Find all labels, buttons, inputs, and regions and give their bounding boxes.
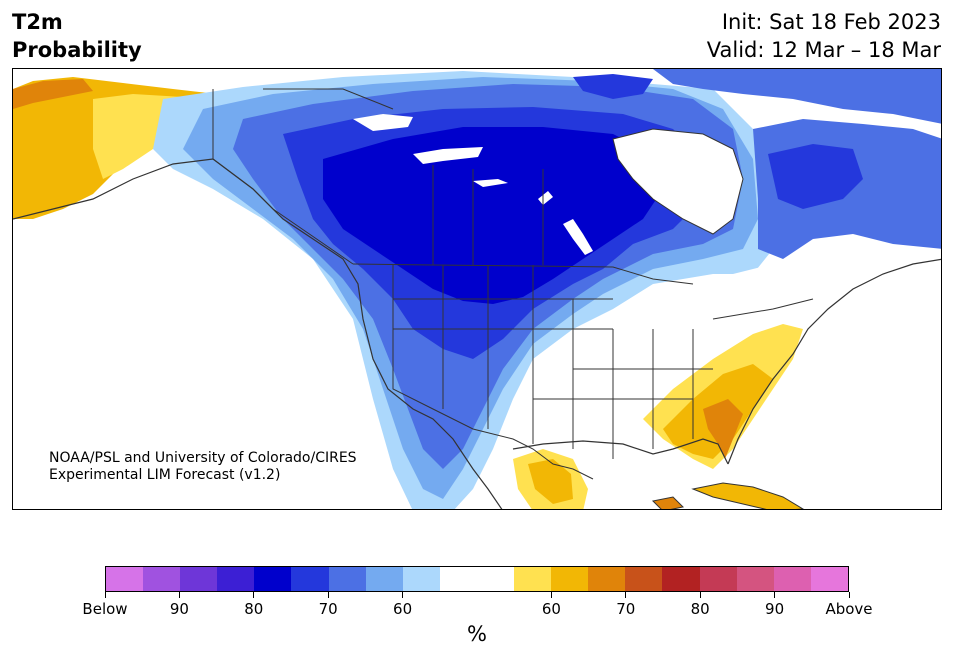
init-date: Init: Sat 18 Feb 2023 — [721, 10, 941, 34]
colorbar-tick-label: 80 — [690, 600, 710, 618]
coastline-west — [13, 158, 503, 509]
caribbean-above-70 — [651, 496, 685, 509]
colorbar-segment — [736, 567, 774, 591]
title-line-2: Probability — [12, 38, 142, 62]
mexico-above-65 — [528, 459, 573, 504]
colorbar-tick — [104, 592, 106, 598]
colorbar-tick — [550, 592, 552, 598]
colorbar-tick — [699, 592, 701, 598]
colorbar-tick-label: 80 — [244, 600, 264, 618]
colorbar-tick — [178, 592, 180, 598]
colorbar-tick — [625, 592, 627, 598]
labrador-below-80 — [768, 144, 863, 209]
lake-bear — [353, 114, 413, 131]
colorbar-segment — [588, 567, 626, 591]
hudson-bay — [612, 128, 744, 235]
greenland-region-below-75 — [653, 69, 941, 124]
colorbar-segment — [699, 567, 737, 591]
lake-athabasca — [473, 179, 508, 187]
map-frame — [12, 68, 942, 510]
lake-winnipeg — [563, 219, 593, 255]
colorbar-tick-label: 70 — [616, 600, 636, 618]
colorbar-segment — [291, 567, 329, 591]
forecast-map — [13, 69, 941, 509]
colorbar-tick — [774, 592, 776, 598]
colorbar-segment — [328, 567, 366, 591]
lake-slave — [413, 147, 483, 164]
credit-line-1: NOAA/PSL and University of Colorado/CIRE… — [49, 450, 357, 466]
colorbar-segment — [625, 567, 663, 591]
colorbar-segment — [773, 567, 811, 591]
colorbar-tick — [402, 592, 404, 598]
colorbar-tick-label: Above — [825, 600, 873, 618]
colorbar — [105, 566, 849, 592]
florida-above-70 — [703, 399, 743, 459]
credit-line-2: Experimental LIM Forecast (v1.2) — [49, 467, 281, 483]
credit-text: NOAA/PSL and University of Colorado/CIRE… — [49, 450, 357, 484]
colorbar-segment — [254, 567, 292, 591]
colorbar-segment — [810, 567, 848, 591]
valid-date: Valid: 12 Mar – 18 Mar — [706, 38, 941, 62]
coastline-gulf — [512, 438, 729, 465]
colorbar-segment — [365, 567, 403, 591]
colorbar-tick — [848, 592, 850, 598]
colorbar-segment — [551, 567, 589, 591]
cuba-above-65 — [691, 482, 804, 509]
colorbar-segment — [143, 567, 181, 591]
colorbar-tick-label: 60 — [541, 600, 561, 618]
colorbar-tick-label: 60 — [393, 600, 413, 618]
coastline-east — [727, 258, 941, 465]
chart-title: T2m Probability — [12, 8, 142, 64]
canada-below-85 — [323, 127, 663, 304]
forecast-dates: Init: Sat 18 Feb 2023 Valid: 12 Mar – 18… — [707, 8, 941, 64]
colorbar-tick — [253, 592, 255, 598]
colorbar-segment — [180, 567, 218, 591]
colorbar-segment — [662, 567, 700, 591]
arctic-islands-below-80 — [573, 74, 653, 99]
lake-reindeer — [538, 191, 553, 205]
colorbar-segment — [217, 567, 255, 591]
colorbar-tick-label: 70 — [318, 600, 338, 618]
colorbar-tick-label: 90 — [169, 600, 189, 618]
political-borders — [212, 88, 814, 480]
title-line-1: T2m — [12, 10, 63, 34]
colorbar-segment — [402, 567, 440, 591]
colorbar-tick — [327, 592, 329, 598]
colorbar-tick-label: 90 — [765, 600, 785, 618]
colorbar-segment — [514, 567, 552, 591]
colorbar-segment — [106, 567, 144, 591]
alaska-above-70 — [13, 79, 93, 109]
colorbar-unit-label: % — [467, 622, 487, 646]
colorbar-segment — [439, 567, 477, 591]
colorbar-tick-label: Below — [82, 600, 128, 618]
colorbar-segment — [476, 567, 515, 591]
